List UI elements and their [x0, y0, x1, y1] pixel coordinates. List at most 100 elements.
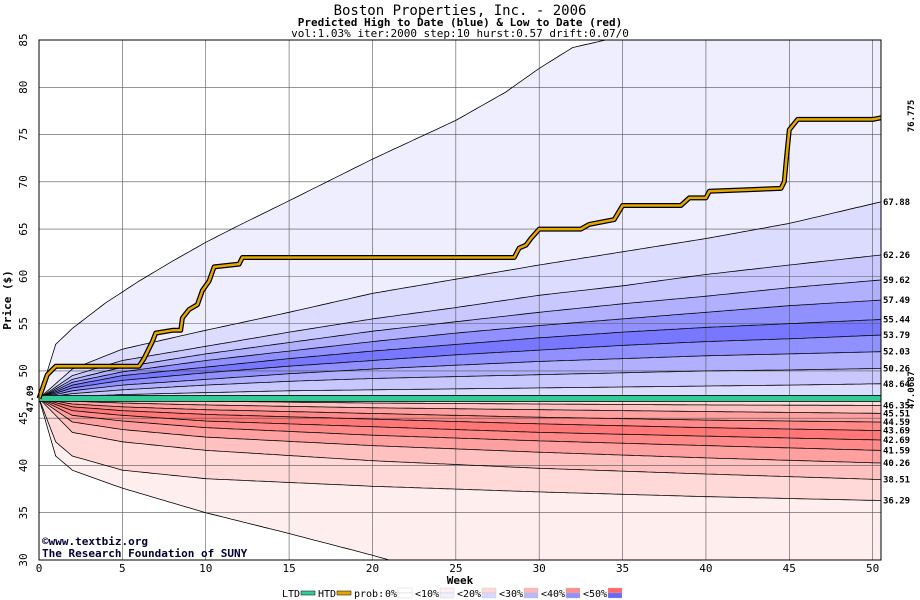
- band-line-9: [38, 383, 881, 399]
- credit-foundation: The Research Foundation of SUNY: [42, 547, 248, 560]
- legend-bucket-low-swatch-2: [481, 587, 497, 594]
- y-tick-40: 40: [17, 459, 30, 472]
- x-axis-label: Week: [447, 574, 474, 587]
- band-end-label-17: 38.51: [883, 476, 910, 486]
- band-end-label-10: 46.35: [883, 401, 910, 411]
- htd-path: [37, 116, 882, 399]
- low-band-0: [39, 398, 881, 560]
- y-tick-35: 35: [17, 506, 30, 519]
- plot-frame: [38, 39, 882, 561]
- low-band-8: [39, 398, 881, 414]
- y-axis-label: Price ($): [1, 270, 14, 330]
- band-line-1: [38, 201, 882, 399]
- y-axis-ticks: 30 35 40 45 50 55 60 65 70 75 80 85: [17, 33, 30, 566]
- band-end-label-5: 55.44: [883, 315, 911, 325]
- legend-bucket-high-swatch-3: [523, 592, 539, 599]
- x-tick-15: 15: [282, 562, 295, 575]
- band-end-label-4: 57.49: [883, 296, 910, 306]
- start-price-label: 47.09: [26, 385, 36, 412]
- band-line-15: [38, 398, 882, 451]
- x-tick-25: 25: [449, 562, 462, 575]
- high-band-0: [39, 40, 881, 399]
- high-band-7: [39, 351, 881, 399]
- band-line-13: [38, 398, 882, 431]
- band-end-label-12: 44.59: [883, 418, 910, 428]
- legend-bucket-label-4: <40%: [541, 589, 565, 600]
- band-end-label-14: 42.69: [883, 436, 910, 446]
- x-tick-20: 20: [366, 562, 379, 575]
- band-end-label-2: 62.26: [883, 251, 910, 261]
- band-end-label-1: 67.88: [883, 198, 910, 208]
- band-line-0: [38, 39, 606, 399]
- band-line-5: [38, 319, 882, 399]
- y-tick-45: 45: [17, 412, 30, 425]
- y-tick-65: 65: [17, 222, 30, 235]
- x-tick-50: 50: [866, 562, 879, 575]
- legend-bucket-label-2: <20%: [457, 589, 481, 600]
- ltd-line: [38, 395, 882, 402]
- x-tick-5: 5: [119, 562, 126, 575]
- high-band-4: [39, 300, 881, 399]
- final-high-label: 76.775: [907, 100, 917, 133]
- band-end-label-13: 43.69: [883, 427, 910, 437]
- legend-bucket-label-0: 0%: [385, 589, 397, 600]
- legend: LTD HTD prob: 0% <10% <20% <30% <40% <50%: [282, 587, 623, 600]
- y-tick-50: 50: [17, 364, 30, 377]
- legend-ltd-swatch: [300, 590, 316, 596]
- x-axis-ticks: 0 5 10 15 20 25 30 35 40 45 50: [36, 562, 880, 575]
- band-line-11: [38, 398, 882, 414]
- band-line-17: [38, 398, 882, 480]
- legend-prob-label: prob:: [354, 589, 384, 600]
- x-tick-10: 10: [199, 562, 212, 575]
- band-areas: [39, 40, 881, 560]
- band-line-8: [38, 368, 881, 399]
- legend-bucket-label-3: <30%: [499, 589, 523, 600]
- band-end-label-6: 53.79: [883, 331, 910, 341]
- legend-bucket-low-swatch-4: [565, 587, 581, 594]
- high-band-3: [39, 280, 881, 399]
- band-line-14: [38, 398, 882, 441]
- band-end-label-18: 36.29: [883, 497, 910, 507]
- high-band-6: [39, 335, 881, 399]
- y-tick-80: 80: [17, 81, 30, 94]
- legend-bucket-low-swatch-3: [523, 587, 539, 594]
- legend-bucket-label-5: <50%: [583, 589, 607, 600]
- x-tick-30: 30: [533, 562, 546, 575]
- legend-bucket-high-swatch-5: [607, 592, 623, 599]
- series-lines: [36, 115, 882, 402]
- legend-bucket-low-swatch-0: [397, 587, 413, 594]
- band-line-18: [38, 398, 882, 501]
- band-line-19: [38, 398, 390, 561]
- low-band-6: [39, 398, 881, 431]
- x-tick-35: 35: [616, 562, 629, 575]
- high-band-1: [39, 201, 881, 399]
- chart-subtitle: Predicted High to Date (blue) & Low to D…: [298, 16, 623, 29]
- y-tick-30: 30: [17, 553, 30, 566]
- current-price-label: 47.0687: [907, 371, 917, 409]
- band-end-label-3: 59.62: [883, 276, 910, 286]
- legend-bucket-high-swatch-0: [397, 592, 413, 599]
- band-line-3: [38, 279, 882, 399]
- band-end-label-8: 50.26: [883, 364, 910, 374]
- x-tick-40: 40: [699, 562, 712, 575]
- band-end-label-11: 45.51: [883, 409, 910, 419]
- y-tick-55: 55: [17, 317, 30, 330]
- band-line-7: [38, 351, 882, 399]
- chart-params: vol:1.03% iter:2000 step:10 hurst:0.57 d…: [291, 27, 629, 40]
- band-end-label-16: 40.26: [883, 459, 910, 469]
- band-end-label-7: 52.03: [883, 348, 910, 358]
- y-tick-85: 85: [17, 33, 30, 46]
- high-band-9: [39, 383, 881, 399]
- legend-bucket-high-swatch-2: [481, 592, 497, 599]
- band-line-2: [38, 254, 882, 399]
- x-tick-0: 0: [36, 562, 43, 575]
- low-band-5: [39, 398, 881, 440]
- legend-bucket-high-swatch-4: [565, 592, 581, 599]
- legend-htd-label: HTD: [318, 589, 336, 600]
- band-line-12: [38, 398, 882, 423]
- band-end-label-9: 48.64: [883, 380, 911, 390]
- chart-title: Boston Properties, Inc. - 2006: [334, 3, 587, 19]
- low-band-3: [39, 398, 881, 463]
- high-band-2: [39, 255, 881, 399]
